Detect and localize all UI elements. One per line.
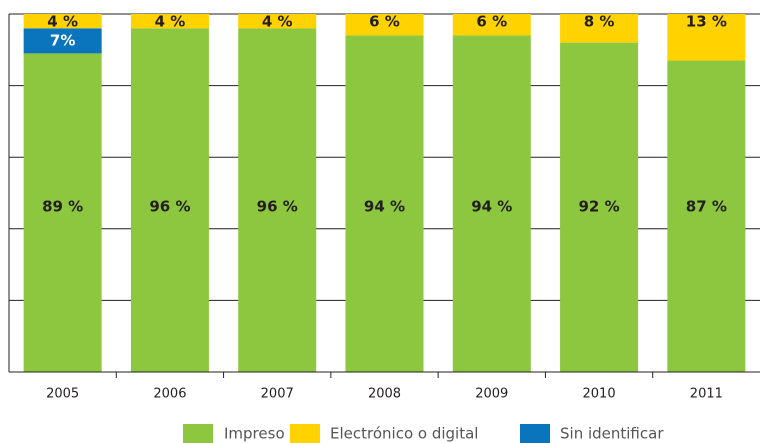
bar-segment bbox=[667, 14, 746, 61]
x-tick-label: 2006 bbox=[153, 387, 186, 402]
bar-segment bbox=[130, 28, 209, 372]
bar-segment bbox=[345, 14, 424, 36]
value-label: 94 % bbox=[471, 198, 512, 216]
bar-segment bbox=[560, 42, 639, 372]
bar-segment bbox=[23, 28, 102, 54]
x-tick-label: 2007 bbox=[261, 387, 294, 402]
legend-label: Electrónico o digital bbox=[330, 425, 478, 443]
bar-segment bbox=[238, 14, 317, 29]
bar-segment bbox=[560, 14, 639, 43]
x-tick-label: 2008 bbox=[368, 387, 401, 402]
value-label: 96 % bbox=[149, 198, 190, 216]
bar-segment bbox=[667, 60, 746, 372]
value-label: 6 % bbox=[476, 13, 507, 31]
bar-segment bbox=[238, 28, 317, 372]
x-tick-label: 2010 bbox=[583, 387, 616, 402]
x-tick-label: 2005 bbox=[46, 387, 79, 402]
legend-swatch bbox=[183, 424, 213, 443]
bar-segment bbox=[23, 14, 102, 29]
bar-segment bbox=[452, 14, 531, 36]
value-label: 89 % bbox=[42, 198, 83, 216]
value-label: 96 % bbox=[257, 198, 298, 216]
value-label: 87 % bbox=[686, 198, 727, 216]
value-label: 4 % bbox=[155, 13, 186, 31]
bar-segment bbox=[130, 14, 209, 29]
x-tick-label: 2011 bbox=[690, 387, 723, 402]
bar-segment bbox=[345, 35, 424, 372]
value-label: 92 % bbox=[579, 198, 620, 216]
value-label: 4 % bbox=[262, 13, 293, 31]
legend-swatch bbox=[520, 424, 550, 443]
value-label: 94 % bbox=[364, 198, 405, 216]
legend-label: Sin identificar bbox=[560, 425, 664, 443]
bar-segment bbox=[23, 53, 102, 372]
value-label: 4 % bbox=[47, 13, 78, 31]
value-label: 13 % bbox=[686, 13, 727, 31]
value-label: 6 % bbox=[369, 13, 400, 31]
x-tick-label: 2009 bbox=[475, 387, 508, 402]
bar-segment bbox=[452, 35, 531, 372]
legend-label: Impreso bbox=[224, 425, 285, 443]
value-label: 7% bbox=[50, 31, 75, 49]
value-label: 8 % bbox=[584, 13, 615, 31]
legend-swatch bbox=[290, 424, 320, 443]
